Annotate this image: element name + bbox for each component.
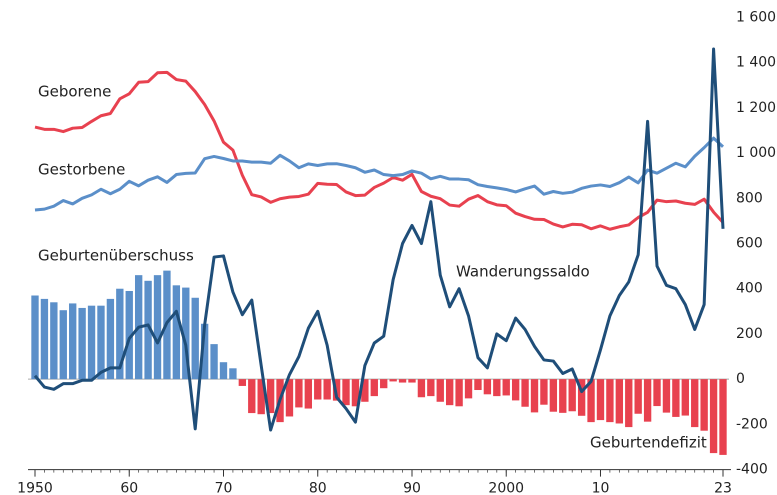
bar: [568, 379, 576, 412]
bar: [78, 307, 86, 380]
bar: [653, 379, 661, 407]
bar: [606, 379, 614, 423]
bar: [144, 280, 152, 380]
bar: [248, 379, 256, 414]
bar: [59, 310, 67, 380]
bar: [87, 305, 96, 380]
x-tick-label: 2000: [488, 481, 524, 495]
bar: [549, 379, 558, 412]
surplus-label: Geburtenüberschuss: [38, 247, 194, 265]
bar: [408, 379, 416, 383]
deaths-label: Gestorbene: [38, 161, 125, 179]
bar: [436, 379, 444, 402]
bar: [172, 285, 181, 380]
y-tick-label: -400: [736, 462, 768, 478]
bar: [97, 305, 105, 380]
x-tick-label: 1950: [17, 481, 53, 495]
bar: [483, 379, 492, 395]
x-tick-label: 80: [309, 481, 327, 495]
bar: [257, 379, 265, 415]
bar: [153, 275, 162, 380]
bar: [69, 303, 77, 380]
bar: [643, 379, 652, 422]
y-tick-label: 200: [736, 326, 763, 342]
bar: [389, 379, 397, 382]
bar: [31, 295, 39, 380]
bar: [219, 362, 228, 380]
bar: [238, 379, 247, 386]
bar: [672, 379, 680, 417]
bar: [596, 379, 605, 421]
bar: [50, 302, 58, 380]
bar: [295, 379, 303, 408]
bar: [559, 379, 567, 413]
bar: [634, 379, 642, 414]
bar: [106, 298, 115, 380]
bar: [314, 379, 322, 400]
bar: [361, 379, 369, 402]
bar: [691, 379, 699, 428]
x-tick-label: 70: [215, 481, 233, 495]
bar: [285, 379, 294, 417]
bar: [370, 379, 378, 397]
bar: [210, 344, 218, 380]
bar: [40, 298, 49, 380]
bar: [502, 379, 510, 396]
bar: [625, 379, 633, 428]
x-tick-label: 10: [592, 481, 610, 495]
bar: [662, 379, 671, 413]
bar: [200, 323, 209, 380]
deficit-label: Geburtendefizit: [590, 434, 707, 452]
bar: [530, 379, 539, 413]
bar: [709, 379, 718, 454]
y-tick-label: 800: [736, 190, 763, 206]
x-tick-label: 23: [714, 481, 732, 495]
x-tick-label: 90: [403, 481, 421, 495]
bar: [455, 379, 463, 407]
line: [33, 47, 725, 432]
y-tick-label: 400: [736, 281, 763, 297]
bar: [229, 368, 237, 380]
bar: [191, 297, 199, 380]
bar: [474, 379, 482, 391]
bar: [521, 379, 529, 407]
bar: [681, 379, 689, 416]
bar: [323, 379, 331, 400]
bar: [540, 379, 548, 405]
line: [34, 136, 725, 212]
y-tick-label: 1 200: [736, 100, 776, 116]
bar: [417, 379, 426, 398]
bar: [577, 379, 586, 416]
bar: [266, 379, 275, 414]
bar: [493, 379, 501, 397]
y-tick-label: 0: [736, 371, 745, 387]
bar: [116, 288, 124, 380]
bar: [304, 379, 312, 409]
bar: [398, 379, 407, 383]
bar: [464, 379, 473, 399]
y-tick-label: 1 600: [736, 9, 776, 25]
bar: [380, 379, 388, 389]
x-tick-label: 60: [120, 481, 138, 495]
y-tick-label: 1 400: [736, 55, 776, 71]
line: [34, 70, 725, 231]
bar: [342, 379, 350, 406]
bar: [446, 379, 454, 406]
bar: [351, 379, 360, 407]
bar: [719, 379, 727, 455]
bar: [700, 379, 708, 431]
bar: [587, 379, 595, 423]
births-label: Geborene: [38, 83, 111, 101]
bar: [427, 379, 435, 397]
y-tick-label: -200: [736, 416, 768, 432]
bar: [615, 379, 624, 424]
bar: [182, 287, 190, 380]
y-tick-label: 600: [736, 236, 763, 252]
migration-label: Wanderungssaldo: [456, 263, 590, 281]
bar: [511, 379, 520, 401]
bar: [125, 290, 133, 380]
y-tick-label: 1 000: [736, 145, 776, 161]
